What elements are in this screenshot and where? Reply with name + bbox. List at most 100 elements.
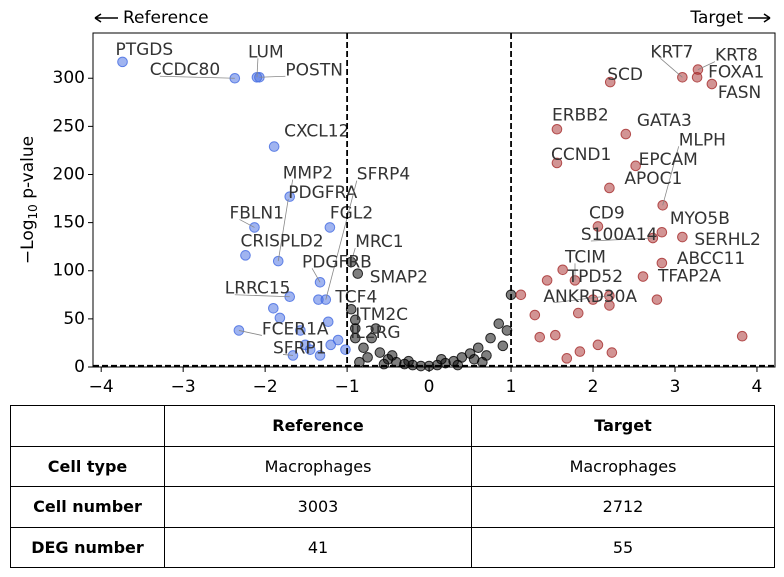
- leader-line: [259, 75, 286, 78]
- point: [630, 160, 641, 172]
- point: [358, 342, 369, 354]
- table-cell: Macrophages: [471, 445, 775, 487]
- point: [497, 340, 509, 352]
- leader-line: [282, 354, 294, 356]
- point: [354, 356, 365, 368]
- point: [304, 344, 316, 355]
- point: [117, 56, 128, 68]
- gene-label: PTGDS: [116, 40, 174, 60]
- leader-line: [553, 295, 610, 304]
- gene-label: ANKRD30A: [543, 287, 637, 307]
- right-note: Target: [689, 8, 743, 28]
- point: [551, 123, 563, 135]
- y-axis-label: −Log10 p-value: [18, 136, 40, 264]
- leader-line: [662, 146, 680, 206]
- point: [240, 250, 251, 261]
- gene-label: SFRP1: [273, 338, 326, 358]
- point: [332, 334, 344, 346]
- point: [637, 271, 649, 282]
- point: [551, 157, 563, 169]
- leader-line: [660, 57, 683, 78]
- y-tick-label: 200: [53, 164, 85, 184]
- note-arrows: [94, 13, 771, 23]
- gene-label: CCDC80: [150, 60, 220, 80]
- leader-line: [238, 330, 262, 336]
- gene-label: PDGFRA: [288, 183, 357, 203]
- point: [295, 325, 306, 336]
- gene-label: FGL2: [330, 203, 373, 223]
- table-cell: Target: [471, 405, 775, 447]
- leader-line: [325, 180, 358, 300]
- gene-label: CD9: [589, 203, 625, 223]
- point: [677, 231, 688, 243]
- table-row: Cell number 3003 2712: [10, 486, 775, 528]
- axis-label-part: −Log: [18, 219, 38, 264]
- gene-label: LUM: [248, 42, 284, 62]
- point: [472, 342, 484, 354]
- gene-label: CXCL12: [284, 122, 349, 142]
- point: [541, 275, 553, 286]
- gene-label: MLPH: [679, 130, 726, 150]
- gene-label: FOXA1: [708, 62, 764, 82]
- gene-label: EPCAM: [639, 150, 698, 170]
- x-tick-label: 4: [752, 377, 763, 397]
- leader-line: [311, 268, 321, 283]
- gene-label: MMP2: [283, 164, 333, 184]
- gene-label: SERHL2: [694, 230, 760, 250]
- point: [493, 318, 505, 329]
- point: [378, 358, 390, 370]
- point: [324, 222, 336, 233]
- point: [345, 303, 357, 315]
- table-cell: 3003: [164, 486, 472, 528]
- point: [314, 350, 326, 361]
- gene-label: CRISPLD2: [240, 231, 323, 251]
- point: [606, 347, 618, 358]
- point: [604, 182, 615, 194]
- table-cell: [10, 405, 165, 447]
- point: [386, 350, 398, 361]
- left-note: Reference: [123, 8, 209, 28]
- point: [574, 346, 586, 357]
- subscript: 10: [26, 204, 40, 219]
- table-cell: DEG number: [10, 526, 165, 568]
- table-cell: 2712: [471, 486, 775, 528]
- x-tick-label: 1: [506, 377, 517, 397]
- gene-label: FCER1A: [262, 319, 329, 339]
- axis-label-part: p-value: [18, 136, 38, 204]
- point: [350, 323, 361, 334]
- leader-line: [289, 179, 294, 197]
- y-tick-label: 0: [74, 357, 85, 377]
- table-cell: 41: [164, 526, 472, 568]
- point: [268, 302, 279, 314]
- leader-line: [159, 75, 235, 79]
- point: [515, 289, 527, 301]
- point: [374, 347, 386, 358]
- point: [370, 323, 382, 334]
- table-cell: 55: [471, 526, 775, 568]
- point: [572, 307, 584, 319]
- point: [314, 276, 326, 288]
- point: [592, 339, 604, 351]
- x-tick-label: −3: [171, 377, 196, 397]
- y-tick-label: 50: [63, 309, 85, 329]
- point: [604, 300, 615, 311]
- point: [691, 71, 703, 83]
- gene-label: POSTN: [285, 60, 343, 80]
- gene-label: TFAP2A: [657, 267, 721, 287]
- point: [656, 226, 668, 238]
- gene-label: KRT7: [650, 42, 693, 62]
- gene-label: CCND1: [551, 145, 611, 165]
- gene-label: SMAP2: [370, 268, 428, 288]
- x-tick-label: −1: [335, 377, 360, 397]
- point: [534, 331, 546, 343]
- gene-label: KRT8: [715, 46, 758, 66]
- point: [592, 221, 604, 232]
- gene-label: TCF4: [334, 288, 377, 308]
- point: [325, 339, 337, 351]
- leader-line: [697, 61, 716, 70]
- table-cell: Cell number: [10, 486, 165, 528]
- gene-label: TPD52: [567, 267, 623, 287]
- point: [656, 257, 668, 269]
- point: [403, 355, 414, 367]
- point: [550, 329, 561, 341]
